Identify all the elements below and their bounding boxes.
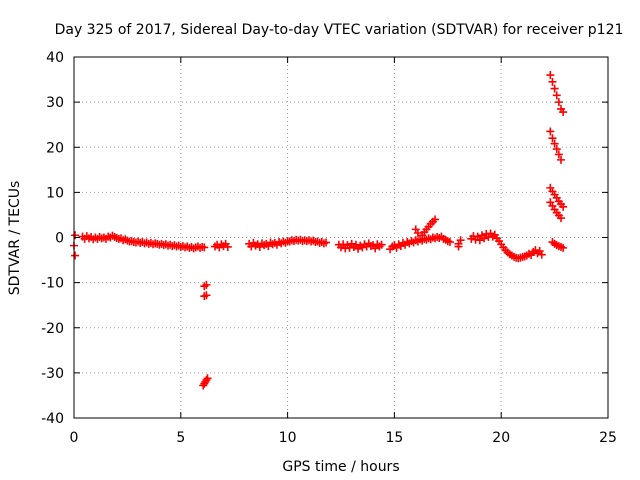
data-point bbox=[71, 231, 80, 240]
data-point bbox=[557, 214, 566, 223]
x-tick-label: 20 bbox=[492, 430, 510, 446]
data-point bbox=[475, 236, 484, 245]
data-point bbox=[554, 98, 563, 107]
y-tick-label: 20 bbox=[46, 140, 64, 156]
x-tick-label: 15 bbox=[385, 430, 403, 446]
data-point bbox=[456, 236, 465, 245]
x-tick-label: 5 bbox=[176, 430, 185, 446]
y-tick-label: 40 bbox=[46, 50, 64, 66]
x-tick-label: 25 bbox=[599, 430, 617, 446]
x-tick-label: 10 bbox=[279, 430, 297, 446]
y-axis-tick-labels: -40 -30 -20 -10 0 10 20 30 40 bbox=[41, 50, 64, 427]
data-point bbox=[480, 234, 489, 243]
y-tick-label: 10 bbox=[46, 185, 64, 201]
data-point bbox=[552, 145, 561, 154]
data-point bbox=[554, 150, 563, 159]
data-point bbox=[548, 134, 557, 143]
data-point bbox=[339, 240, 348, 249]
data-point bbox=[430, 215, 439, 224]
x-axis-label: GPS time / hours bbox=[282, 459, 399, 475]
grid bbox=[74, 57, 608, 418]
data-point bbox=[559, 202, 568, 211]
y-tick-label: 0 bbox=[55, 231, 64, 247]
data-point bbox=[371, 244, 380, 253]
axis-ticks bbox=[73, 56, 609, 419]
data-point bbox=[322, 238, 331, 247]
y-axis-label: SDTVAR / TECUs bbox=[7, 181, 23, 296]
x-axis-tick-labels: 0 5 10 15 20 25 bbox=[70, 430, 617, 446]
data-point bbox=[546, 71, 555, 80]
data-point bbox=[557, 155, 566, 164]
chart-title: Day 325 of 2017, Sidereal Day-to-day VTE… bbox=[55, 22, 624, 38]
data-point bbox=[200, 243, 209, 252]
data-point bbox=[559, 243, 568, 252]
data-point bbox=[550, 84, 559, 93]
x-tick-label: 0 bbox=[70, 430, 79, 446]
data-point bbox=[377, 240, 386, 249]
data-point bbox=[345, 243, 354, 252]
y-tick-label: -40 bbox=[41, 411, 64, 427]
data-point bbox=[413, 228, 422, 237]
data-point bbox=[203, 374, 212, 383]
data-point bbox=[202, 280, 211, 289]
y-tick-label: -30 bbox=[41, 366, 64, 382]
y-tick-label: 30 bbox=[46, 95, 64, 111]
data-series bbox=[70, 71, 568, 390]
data-point bbox=[202, 376, 211, 385]
data-point bbox=[550, 139, 559, 148]
data-point bbox=[552, 91, 561, 100]
data-point bbox=[223, 242, 232, 251]
data-point bbox=[537, 250, 546, 259]
data-point bbox=[454, 242, 463, 251]
data-point bbox=[546, 127, 555, 136]
data-point bbox=[71, 251, 80, 260]
data-point bbox=[445, 238, 454, 247]
data-point bbox=[351, 240, 360, 249]
data-point bbox=[559, 108, 568, 117]
data-point bbox=[548, 77, 557, 86]
data-point bbox=[202, 291, 211, 300]
y-tick-label: -10 bbox=[41, 276, 64, 292]
y-tick-label: -20 bbox=[41, 321, 64, 337]
